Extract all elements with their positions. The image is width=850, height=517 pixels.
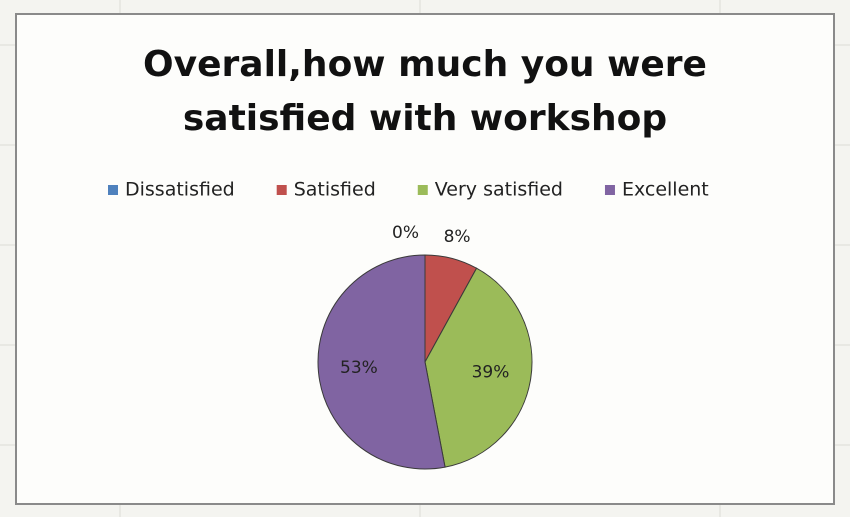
legend-label: Dissatisfied bbox=[125, 179, 235, 201]
legend-label: Very satisfied bbox=[435, 179, 563, 201]
legend-swatch bbox=[417, 185, 428, 195]
data-label: 8% bbox=[444, 227, 471, 247]
data-label: 39% bbox=[472, 362, 510, 382]
pie-slice bbox=[424, 267, 533, 468]
data-label: 53% bbox=[340, 358, 378, 378]
plot: Dissatisfied Satisfied Very satisfied Excel… bbox=[108, 179, 709, 470]
legend-label: Satisfied bbox=[294, 179, 376, 201]
pie-slice bbox=[317, 254, 446, 470]
data-label: 0% bbox=[392, 223, 419, 243]
legend-swatch bbox=[108, 185, 118, 195]
legend-label: Excellent bbox=[622, 179, 709, 201]
legend-swatch bbox=[604, 185, 615, 195]
chart-title: Overall,how much you were satisfied with… bbox=[143, 44, 707, 139]
legend-swatch bbox=[276, 185, 287, 195]
